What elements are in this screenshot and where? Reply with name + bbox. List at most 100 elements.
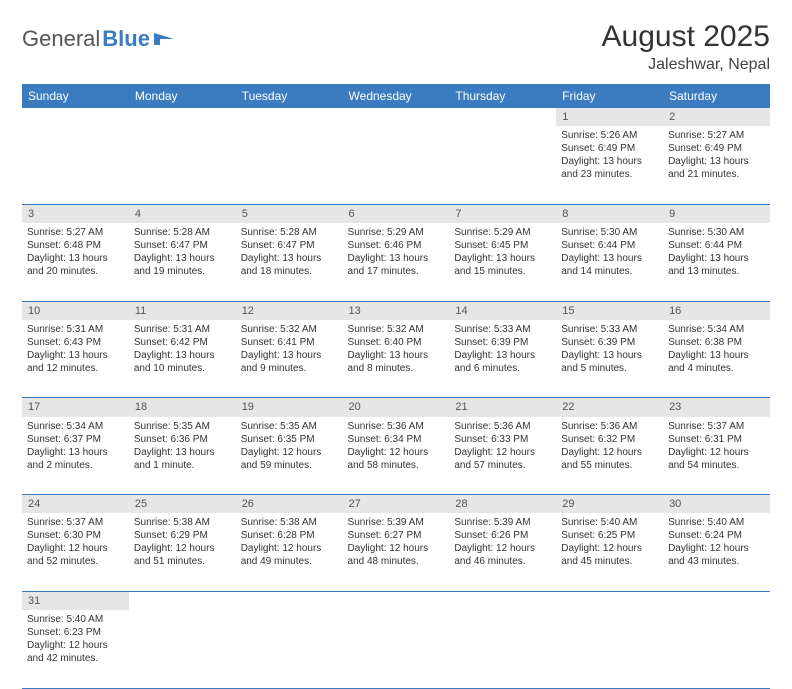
day1-text: Daylight: 12 hours (668, 542, 765, 555)
sunrise-text: Sunrise: 5:33 AM (561, 323, 658, 336)
day1-text: Daylight: 12 hours (561, 446, 658, 459)
sunrise-text: Sunrise: 5:30 AM (668, 226, 765, 239)
sunset-text: Sunset: 6:49 PM (668, 142, 765, 155)
sunrise-text: Sunrise: 5:36 AM (561, 420, 658, 433)
day-number: 29 (556, 495, 663, 514)
day1-text: Daylight: 12 hours (27, 542, 124, 555)
day-number: 3 (22, 204, 129, 223)
sunset-text: Sunset: 6:43 PM (27, 336, 124, 349)
day-number: 11 (129, 301, 236, 320)
day1-text: Daylight: 12 hours (454, 446, 551, 459)
day2-text: and 23 minutes. (561, 168, 658, 181)
day1-text: Daylight: 12 hours (348, 542, 445, 555)
day1-text: Daylight: 13 hours (134, 252, 231, 265)
weekday-header: Tuesday (236, 84, 343, 108)
day-cell (449, 610, 556, 688)
day-number (663, 591, 770, 610)
sunrise-text: Sunrise: 5:29 AM (348, 226, 445, 239)
day2-text: and 10 minutes. (134, 362, 231, 375)
sunrise-text: Sunrise: 5:26 AM (561, 129, 658, 142)
sunset-text: Sunset: 6:42 PM (134, 336, 231, 349)
day-cell: Sunrise: 5:29 AMSunset: 6:45 PMDaylight:… (449, 223, 556, 301)
sunrise-text: Sunrise: 5:38 AM (241, 516, 338, 529)
day-number: 23 (663, 398, 770, 417)
day1-text: Daylight: 12 hours (241, 446, 338, 459)
day2-text: and 52 minutes. (27, 555, 124, 568)
day-cell: Sunrise: 5:34 AMSunset: 6:38 PMDaylight:… (663, 320, 770, 398)
day-cell: Sunrise: 5:39 AMSunset: 6:26 PMDaylight:… (449, 513, 556, 591)
day-cell: Sunrise: 5:26 AMSunset: 6:49 PMDaylight:… (556, 126, 663, 204)
day-number (236, 591, 343, 610)
day-number: 5 (236, 204, 343, 223)
sunset-text: Sunset: 6:46 PM (348, 239, 445, 252)
day1-text: Daylight: 13 hours (27, 252, 124, 265)
day-number: 27 (343, 495, 450, 514)
logo: GeneralBlue (22, 26, 176, 52)
sunset-text: Sunset: 6:39 PM (561, 336, 658, 349)
sunset-text: Sunset: 6:38 PM (668, 336, 765, 349)
day-cell (129, 126, 236, 204)
sunset-text: Sunset: 6:26 PM (454, 529, 551, 542)
sunset-text: Sunset: 6:29 PM (134, 529, 231, 542)
day2-text: and 49 minutes. (241, 555, 338, 568)
day-cell (343, 610, 450, 688)
sunset-text: Sunset: 6:39 PM (454, 336, 551, 349)
day-number: 21 (449, 398, 556, 417)
day-number: 10 (22, 301, 129, 320)
sunrise-text: Sunrise: 5:32 AM (241, 323, 338, 336)
day-number: 25 (129, 495, 236, 514)
day-number: 20 (343, 398, 450, 417)
sunrise-text: Sunrise: 5:39 AM (348, 516, 445, 529)
day2-text: and 42 minutes. (27, 652, 124, 665)
day-cell (129, 610, 236, 688)
day1-text: Daylight: 13 hours (27, 349, 124, 362)
sunset-text: Sunset: 6:47 PM (241, 239, 338, 252)
day2-text: and 20 minutes. (27, 265, 124, 278)
day1-text: Daylight: 13 hours (668, 252, 765, 265)
day-number: 17 (22, 398, 129, 417)
day-number: 6 (343, 204, 450, 223)
day-cell: Sunrise: 5:35 AMSunset: 6:36 PMDaylight:… (129, 417, 236, 495)
weekday-header-row: SundayMondayTuesdayWednesdayThursdayFrid… (22, 84, 770, 108)
sunset-text: Sunset: 6:28 PM (241, 529, 338, 542)
day-cell: Sunrise: 5:30 AMSunset: 6:44 PMDaylight:… (556, 223, 663, 301)
day2-text: and 43 minutes. (668, 555, 765, 568)
sunset-text: Sunset: 6:48 PM (27, 239, 124, 252)
day-cell: Sunrise: 5:37 AMSunset: 6:30 PMDaylight:… (22, 513, 129, 591)
sunrise-text: Sunrise: 5:34 AM (668, 323, 765, 336)
day2-text: and 9 minutes. (241, 362, 338, 375)
day2-text: and 48 minutes. (348, 555, 445, 568)
day-cell: Sunrise: 5:36 AMSunset: 6:32 PMDaylight:… (556, 417, 663, 495)
day2-text: and 4 minutes. (668, 362, 765, 375)
header: GeneralBlue August 2025 Jaleshwar, Nepal (22, 20, 770, 74)
sunrise-text: Sunrise: 5:28 AM (241, 226, 338, 239)
sunset-text: Sunset: 6:24 PM (668, 529, 765, 542)
day1-text: Daylight: 13 hours (134, 446, 231, 459)
day-number: 4 (129, 204, 236, 223)
sunset-text: Sunset: 6:30 PM (27, 529, 124, 542)
day-cell (343, 126, 450, 204)
day-number (449, 591, 556, 610)
day-cell (449, 126, 556, 204)
sunrise-text: Sunrise: 5:29 AM (454, 226, 551, 239)
sunset-text: Sunset: 6:45 PM (454, 239, 551, 252)
logo-text-a: General (22, 26, 100, 52)
day1-text: Daylight: 12 hours (561, 542, 658, 555)
day-number: 15 (556, 301, 663, 320)
day-number-row: 12 (22, 108, 770, 126)
sunrise-text: Sunrise: 5:34 AM (27, 420, 124, 433)
day-number-row: 3456789 (22, 204, 770, 223)
day-cell: Sunrise: 5:36 AMSunset: 6:33 PMDaylight:… (449, 417, 556, 495)
day-cell: Sunrise: 5:32 AMSunset: 6:41 PMDaylight:… (236, 320, 343, 398)
day-cell: Sunrise: 5:28 AMSunset: 6:47 PMDaylight:… (129, 223, 236, 301)
sunset-text: Sunset: 6:27 PM (348, 529, 445, 542)
month-title: August 2025 (602, 20, 770, 54)
day-number: 18 (129, 398, 236, 417)
day-cell: Sunrise: 5:37 AMSunset: 6:31 PMDaylight:… (663, 417, 770, 495)
day1-text: Daylight: 12 hours (27, 639, 124, 652)
day-number: 12 (236, 301, 343, 320)
day-number: 13 (343, 301, 450, 320)
sunset-text: Sunset: 6:37 PM (27, 433, 124, 446)
day-cell: Sunrise: 5:32 AMSunset: 6:40 PMDaylight:… (343, 320, 450, 398)
day1-text: Daylight: 13 hours (241, 252, 338, 265)
